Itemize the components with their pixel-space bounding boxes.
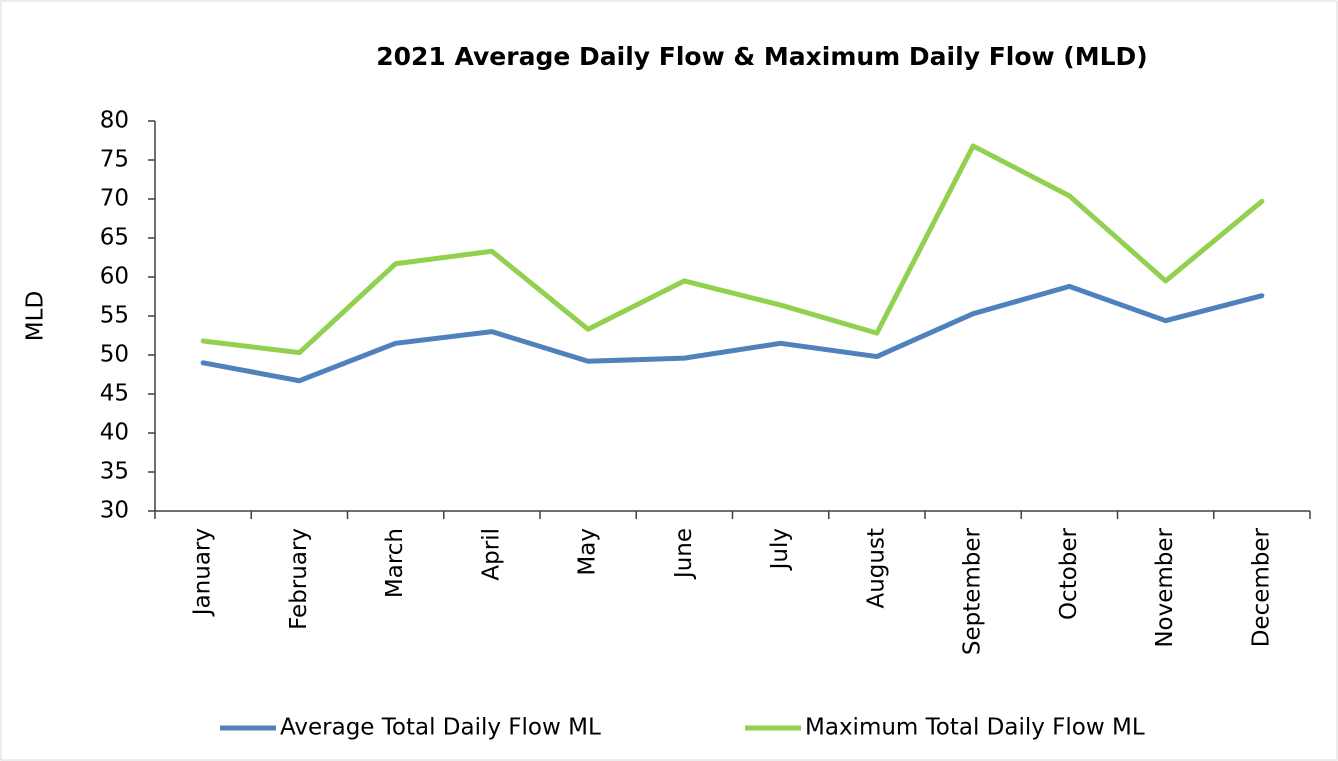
x-tick-label: July [767, 528, 793, 571]
x-tick-label: April [478, 528, 504, 581]
x-tick-label: September [960, 527, 986, 655]
y-tick-label: 50 [100, 342, 129, 368]
chart-title: 2021 Average Daily Flow & Maximum Daily … [376, 42, 1147, 71]
series-line [200, 143, 1265, 356]
x-tick-label: January [190, 528, 216, 617]
y-axis-label: MLD [23, 291, 49, 341]
x-tick-label: December [1248, 527, 1274, 647]
series-line [200, 283, 1265, 384]
x-tick-label: October [1056, 527, 1082, 620]
x-tick-label: August [863, 528, 889, 609]
y-tick-label: 70 [100, 186, 129, 212]
x-tick-label: May [575, 528, 601, 576]
y-tick-label: 40 [100, 420, 129, 446]
y-tick-label: 80 [100, 108, 129, 134]
x-tick-label: February [286, 528, 312, 630]
x-tick-label: March [382, 528, 408, 598]
y-tick-label: 65 [100, 225, 129, 251]
y-tick-label: 75 [100, 147, 129, 173]
y-tick-label: 45 [100, 381, 129, 407]
y-tick-label: 60 [100, 264, 129, 290]
x-tick-label: November [1152, 527, 1178, 647]
legend-label: Maximum Total Daily Flow ML [805, 715, 1145, 741]
legend-label: Average Total Daily Flow ML [280, 715, 601, 741]
x-tick-label: June [671, 528, 697, 580]
y-tick-label: 35 [100, 459, 129, 485]
y-tick-label: 55 [100, 303, 129, 329]
y-tick-label: 30 [100, 498, 129, 524]
